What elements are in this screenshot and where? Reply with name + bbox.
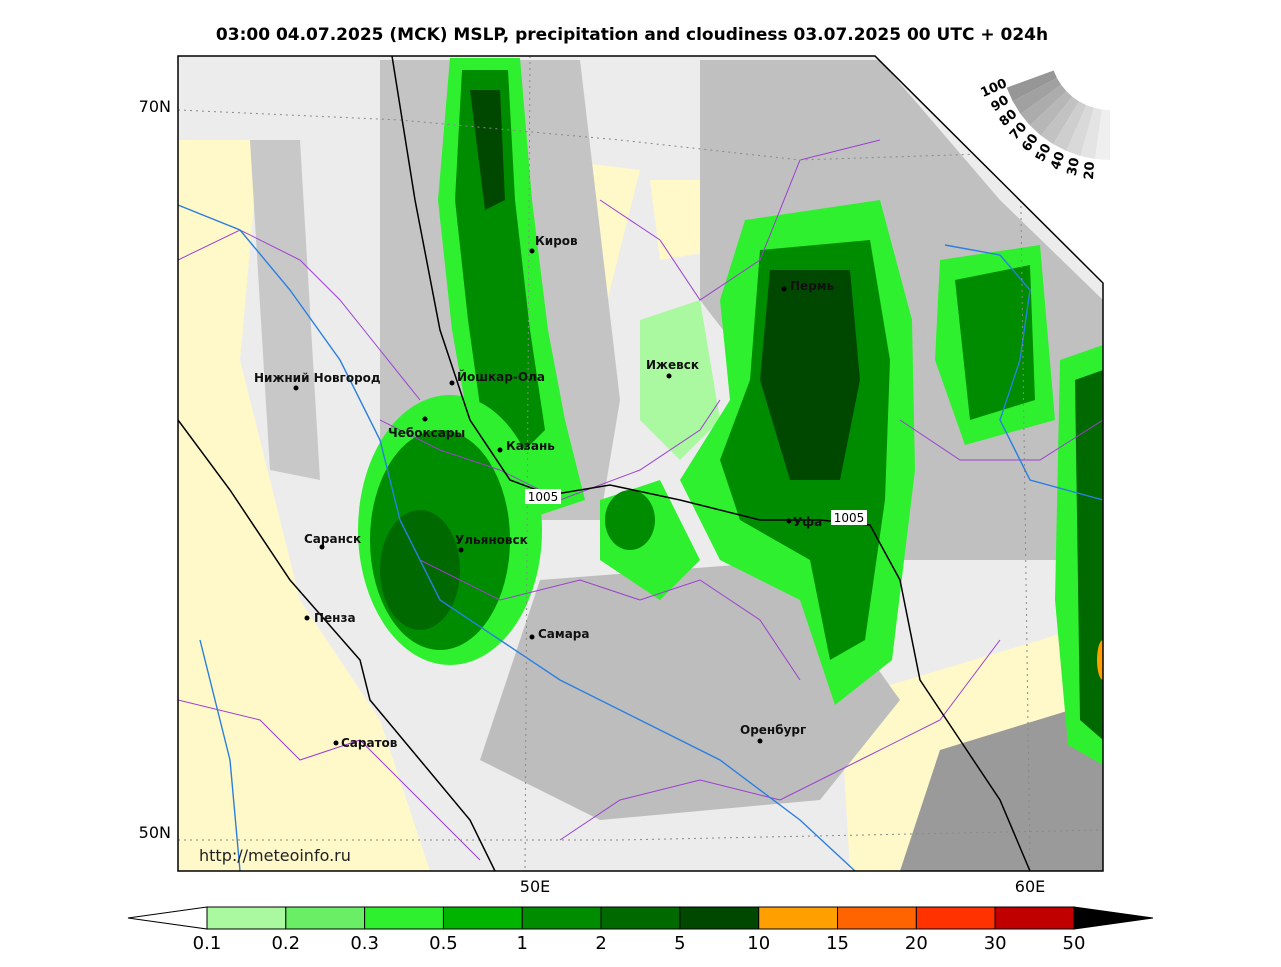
- cloud-wedge: [1095, 109, 1110, 160]
- cloud-label: 30: [1065, 156, 1083, 177]
- colorbar-box: [758, 906, 839, 930]
- cloud-wedge: [1040, 96, 1079, 145]
- cities: Киров Пермь Нижний Новгород Йошкар-Ола И…: [254, 234, 835, 750]
- colorbar-box: [285, 906, 366, 930]
- colorbar-box: [521, 906, 602, 930]
- cloud-wedge: [1029, 91, 1073, 136]
- colorbar-box: [206, 906, 287, 930]
- colorbar-label: 0.1: [193, 933, 222, 954]
- isobar-label: 1005: [834, 511, 865, 525]
- cloud-label: 50: [1033, 141, 1055, 164]
- map: [178, 56, 1103, 871]
- colorbar: 0.1 0.2 0.3 0.5 1 2 5 10 15 20 30 50: [127, 906, 1154, 954]
- colorbar-box: [679, 906, 760, 930]
- city-label: Оренбург: [740, 723, 806, 737]
- city-label: Чебоксары: [388, 426, 465, 440]
- cloud-wedge: [1080, 107, 1102, 159]
- cloud-label: 20: [1082, 161, 1098, 180]
- city-label: Пермь: [790, 279, 835, 293]
- city-label: Киров: [535, 234, 578, 248]
- colorbar-label: 0.2: [271, 933, 300, 954]
- map-frame: [177, 55, 1104, 872]
- colorbar-box: [994, 906, 1075, 930]
- city-label: Ижевск: [646, 358, 699, 372]
- cloud-wedge: [1053, 101, 1087, 152]
- colorbar-label: 50: [1063, 933, 1086, 954]
- colorbar-label: 5: [674, 933, 685, 954]
- colorbar-label: 10: [747, 933, 770, 954]
- isobar-label: 1005: [528, 490, 559, 504]
- colorbar-label: 30: [984, 933, 1007, 954]
- city-label: Пенза: [314, 611, 356, 625]
- colorbar-box: [442, 906, 523, 930]
- cloud-wedge: [1066, 105, 1094, 156]
- cloud-wedge: [1012, 77, 1062, 114]
- colorbar-label: 0.3: [350, 933, 379, 954]
- cloud-wedge: [1006, 70, 1057, 102]
- colorbar-box: [837, 906, 917, 930]
- lat-label: 50N: [139, 823, 171, 842]
- colorbar-label: 1: [517, 933, 528, 954]
- source-url: http://meteoinfo.ru: [199, 846, 351, 865]
- colorbar-over: [1073, 906, 1154, 930]
- lat-label: 70N: [139, 97, 171, 116]
- lon-label: 50E: [520, 877, 550, 896]
- city-label: Казань: [506, 439, 555, 453]
- colorbar-label: 2: [595, 933, 606, 954]
- city-label: Саратов: [341, 736, 398, 750]
- colorbar-box: [600, 906, 681, 930]
- cloud-wedge: [1020, 84, 1067, 126]
- colorbar-label: 20: [905, 933, 928, 954]
- colorbar-label: 15: [826, 933, 849, 954]
- colorbar-box: [915, 906, 996, 930]
- city-label: Самара: [538, 627, 590, 641]
- city-label: Саранск: [304, 532, 361, 546]
- cloud-label: 40: [1048, 150, 1068, 172]
- colorbar-box: [364, 906, 444, 930]
- title: 03:00 04.07.2025 (MCK) MSLP, precipitati…: [216, 25, 1048, 45]
- colorbar-label: 0.5: [429, 933, 458, 954]
- city-label: Нижний Новгород: [254, 371, 381, 385]
- city-label: Ульяновск: [455, 533, 528, 547]
- city-label: Уфа: [793, 515, 822, 529]
- city-label: Йошкар-Ола: [457, 369, 545, 384]
- colorbar-under: [127, 906, 208, 930]
- lon-label: 60E: [1015, 877, 1045, 896]
- isobar-labels: 1005 1005: [525, 489, 867, 525]
